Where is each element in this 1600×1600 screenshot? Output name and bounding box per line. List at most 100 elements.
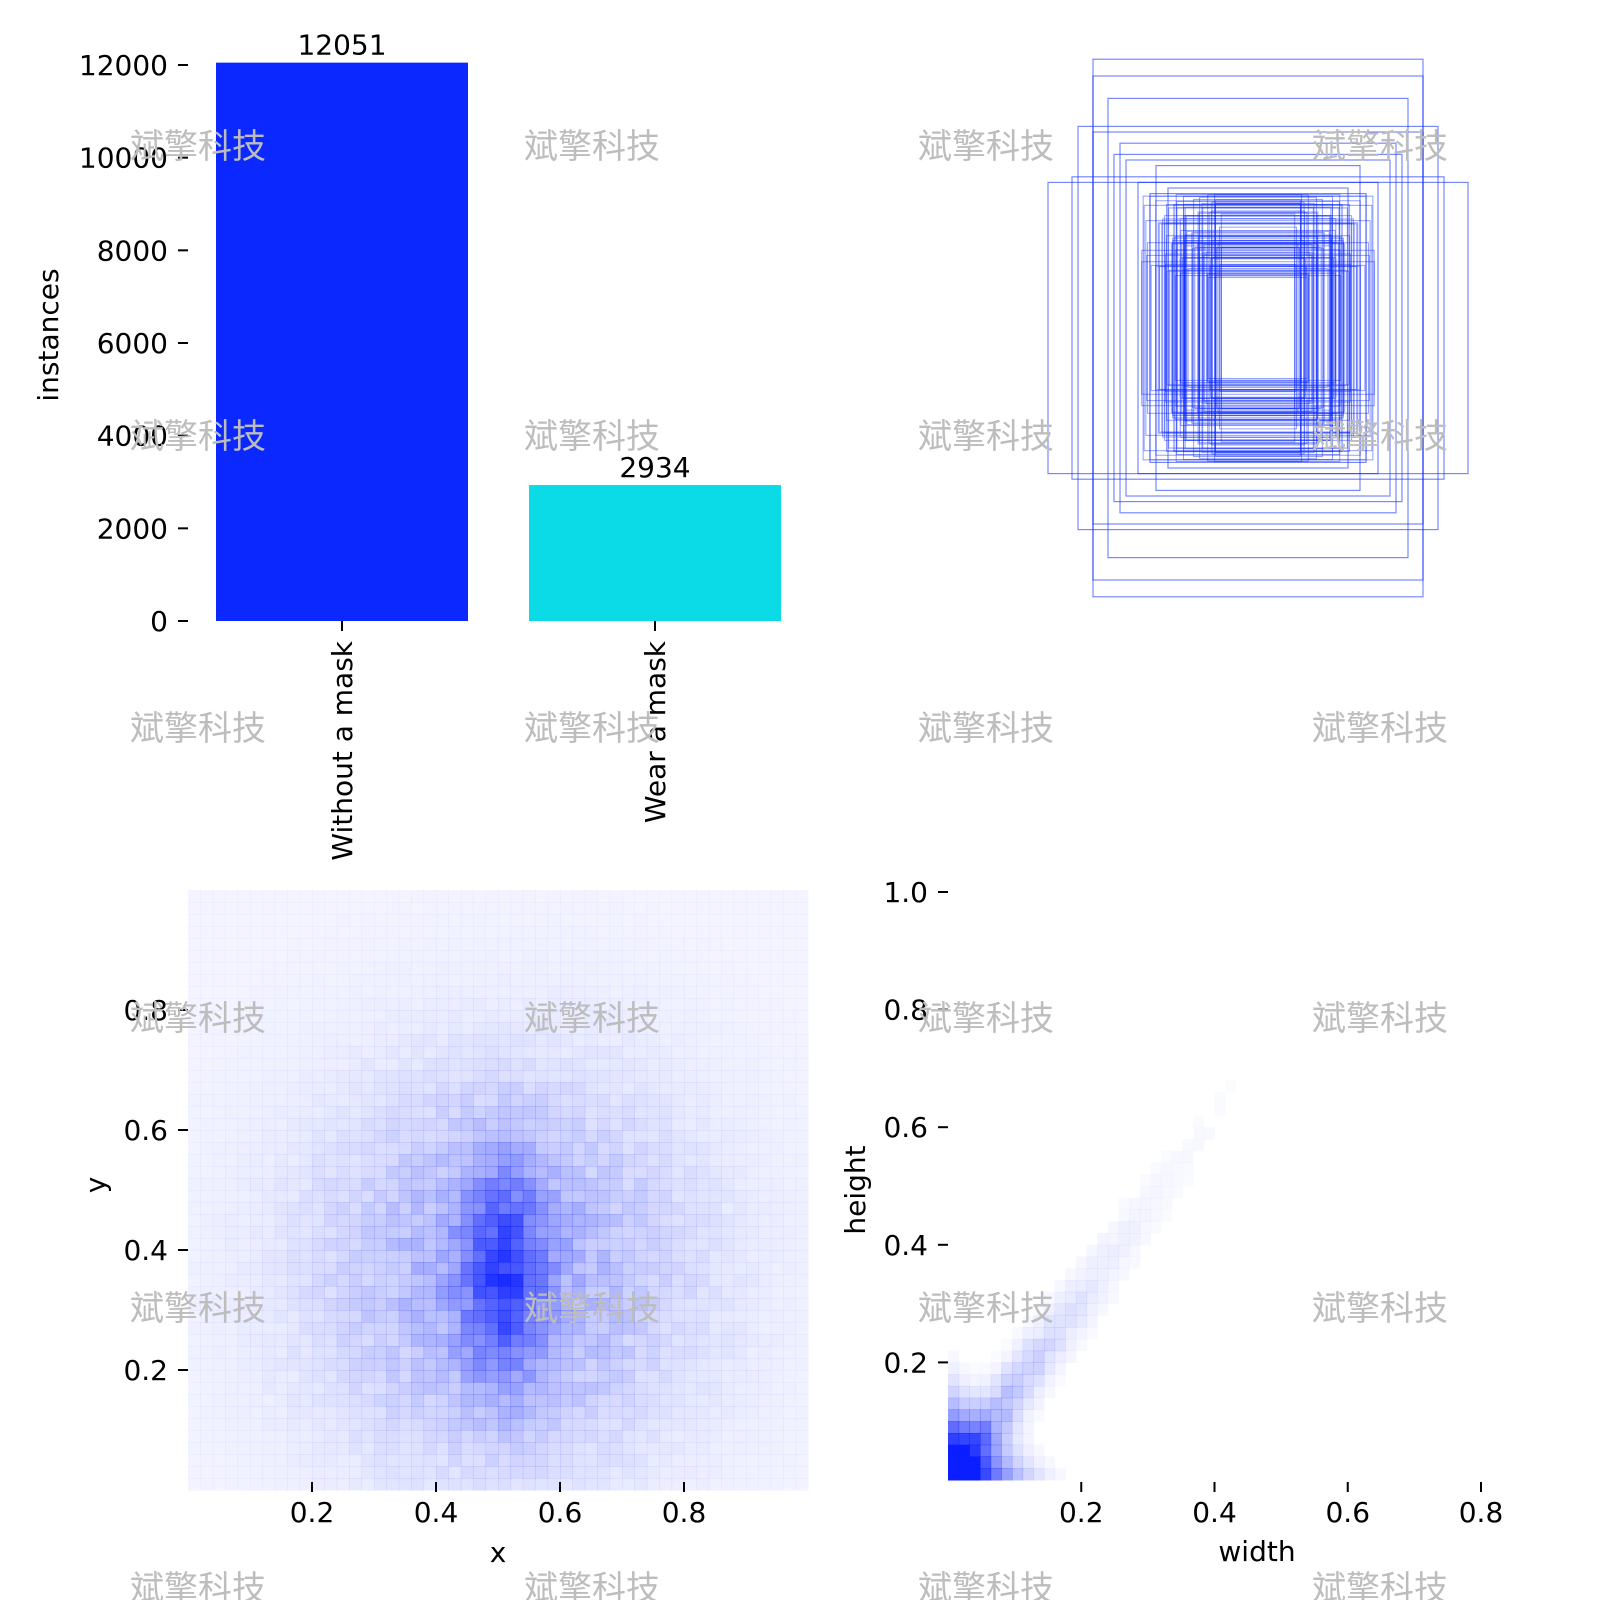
heatmap-cell — [386, 938, 400, 951]
heatmap-cell — [696, 902, 710, 915]
heatmap-cell — [609, 1166, 623, 1179]
heatmap-cell — [324, 1010, 338, 1023]
heatmap-cell — [274, 1310, 288, 1323]
heatmap-cell — [746, 1166, 759, 1179]
label-box — [1184, 245, 1332, 411]
heatmap-cell — [622, 1262, 635, 1275]
heatmap-cell — [386, 902, 400, 915]
heatmap-cell — [299, 1082, 313, 1095]
heatmap-cell — [708, 1442, 722, 1455]
heatmap-cell — [287, 986, 301, 999]
heatmap-cell — [634, 1382, 648, 1395]
heatmap-cell — [361, 1310, 375, 1323]
heatmap-cell — [498, 902, 511, 915]
heatmap-cell — [758, 1118, 772, 1131]
heatmap-cell — [374, 890, 387, 903]
heatmap-cell — [225, 962, 239, 975]
heatmap-cell — [708, 1370, 722, 1383]
heatmap-cell — [696, 1178, 710, 1191]
heatmap-cell — [361, 1322, 375, 1335]
heatmap-cell — [312, 1070, 325, 1083]
heatmap-cell — [721, 1178, 735, 1191]
heatmap-cell — [646, 1238, 660, 1251]
heatmap-cell — [299, 1094, 313, 1107]
bar-y-axis-label: instances — [32, 268, 65, 401]
heatmap-cell — [498, 1454, 511, 1467]
heatmap-cell — [374, 1298, 387, 1311]
heatmap-cell — [522, 1106, 536, 1119]
heatmap-cell — [708, 1010, 722, 1023]
label-box — [1210, 258, 1306, 398]
heatmap-cell — [510, 1430, 524, 1443]
heatmap-cell — [696, 1310, 710, 1323]
bar-category-label: Without a mask — [326, 640, 359, 860]
heatmap-cell — [634, 902, 648, 915]
heatmap-cell — [522, 1370, 536, 1383]
heatmap-cell — [547, 1118, 561, 1131]
heatmap-cell — [770, 974, 784, 987]
heatmap-cell — [708, 1058, 722, 1071]
heatmap-cell — [746, 1082, 759, 1095]
heatmap-cell — [225, 1322, 239, 1335]
label-box — [1159, 266, 1357, 390]
heatmap-cell — [584, 890, 598, 903]
heatmap-cell — [250, 1226, 263, 1239]
heatmap-cell — [622, 902, 635, 915]
heatmap-cell — [287, 1334, 301, 1347]
heatmap-cell — [572, 1034, 586, 1047]
heatmap-cell — [1193, 1127, 1204, 1139]
heatmap-cell — [237, 986, 251, 999]
heatmap-cell — [287, 1358, 301, 1371]
heatmap-cell — [312, 1394, 325, 1407]
heatmap-cell — [485, 1238, 499, 1251]
heatmap-cell — [324, 1334, 338, 1347]
heatmap-cell — [411, 914, 425, 927]
heatmap-cell — [212, 998, 226, 1011]
heatmap-cell — [572, 938, 586, 951]
heatmap-cell — [572, 1394, 586, 1407]
heatmap-cell — [324, 962, 338, 975]
heatmap-cell — [498, 914, 511, 927]
heatmap-cell — [746, 1442, 759, 1455]
heatmap-cell — [708, 1298, 722, 1311]
heatmap-cell — [200, 926, 214, 939]
heatmap-cell — [795, 1250, 809, 1263]
bar-y-tick-label: 8000 — [97, 234, 168, 267]
heatmap-cell — [473, 1454, 487, 1467]
heatmap-cell — [262, 1034, 276, 1047]
heatmap-cell — [473, 1286, 487, 1299]
label-box — [1158, 223, 1358, 433]
heatmap-cell — [708, 974, 722, 987]
heatmap-cell — [1043, 1362, 1056, 1375]
heatmap-cell — [1139, 1209, 1152, 1222]
heatmap-cell — [708, 1082, 722, 1095]
heatmap-cell — [535, 926, 549, 939]
heatmap-cell — [473, 1142, 487, 1155]
heatmap-cell — [572, 1058, 586, 1071]
heatmap-cell — [522, 1082, 536, 1095]
heatmap-cell — [374, 938, 387, 951]
heatmap-cell — [436, 1370, 449, 1383]
heatmap-cell — [535, 1022, 549, 1035]
heatmap-cell — [572, 1142, 586, 1155]
heatmap-cell — [979, 1421, 992, 1434]
heatmap-cell — [684, 1394, 697, 1407]
heatmap-cell — [324, 1442, 338, 1455]
heatmap-cell — [696, 1262, 710, 1275]
heatmap-cell — [225, 1082, 239, 1095]
heatmap-cell — [609, 1466, 623, 1479]
heatmap-cell — [274, 986, 288, 999]
heatmap-cell — [485, 1226, 499, 1239]
heatmap-cell — [336, 1406, 350, 1419]
heatmap-cell — [646, 1286, 660, 1299]
heatmap-cell — [473, 1130, 487, 1143]
heatmap-cell — [547, 1310, 561, 1323]
heatmap-cell — [622, 1430, 635, 1443]
heatmap-cell — [609, 1310, 623, 1323]
heatmap-cell — [746, 890, 759, 903]
label-box — [1172, 240, 1344, 416]
heatmap-cell — [646, 1298, 660, 1311]
heatmap-cell — [572, 1406, 586, 1419]
heatmap-cell — [535, 1010, 549, 1023]
heatmap-cell — [287, 1322, 301, 1335]
